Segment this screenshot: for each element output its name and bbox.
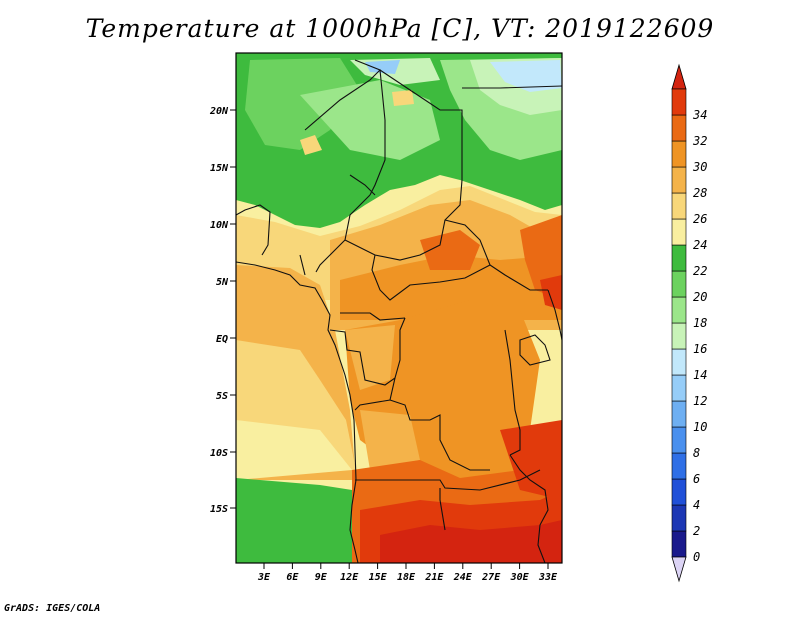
colorbar-label: 2 [693, 524, 700, 538]
lon-tick-label: 27E [481, 572, 501, 583]
lon-tick-label: 33E [538, 572, 558, 583]
lat-tick-label: 5S [216, 391, 228, 402]
colorbar-label: 16 [693, 342, 707, 356]
colorbar-label: 18 [693, 316, 707, 330]
lon-tick-label: 15E [369, 572, 388, 583]
colorbar-label: 24 [693, 238, 707, 252]
colorbar-label: 28 [693, 186, 707, 200]
colorbar-segment [671, 348, 687, 376]
colorbar-segment [671, 218, 687, 246]
colorbar-label: 12 [693, 394, 707, 408]
colorbar-segment [671, 296, 687, 324]
colorbar-segment [671, 452, 687, 480]
colorbar-segment [671, 270, 687, 298]
lon-tick-label: 18E [397, 572, 416, 583]
country-borders [236, 59, 562, 563]
colorbar-label: 14 [693, 368, 707, 382]
lon-tick-label: 21E [424, 572, 444, 583]
lat-tick-label: 20N [209, 106, 229, 117]
colorbar-label: 26 [693, 212, 707, 226]
colorbar-segment [671, 140, 687, 168]
lon-tick-label: 9E [315, 572, 328, 583]
colorbar-segment [671, 114, 687, 142]
colorbar-label: 8 [693, 446, 700, 460]
colorbar-segment [671, 400, 687, 428]
colorbar-label: 4 [693, 498, 700, 512]
colorbar-segment [671, 504, 687, 532]
footer-credit: GrADS: IGES/COLA [4, 603, 101, 614]
colorbar-segment [671, 374, 687, 402]
colorbar-label: 10 [693, 420, 707, 434]
colorbar-segment [671, 478, 687, 506]
colorbar-low-arrow [671, 556, 687, 583]
lat-tick-label: 10S [210, 448, 228, 459]
longitude-axis: 3E 6E 9E 12E 15E 18E 21E 24E 27E 30E 33E [257, 563, 558, 583]
lon-tick-label: 3E [257, 572, 271, 583]
colorbar-segment [671, 322, 687, 350]
lat-tick-label: 15N [210, 163, 229, 174]
colorbar-label: 6 [693, 472, 700, 486]
colorbar-label: 20 [693, 290, 707, 304]
colorbar-segment [671, 192, 687, 220]
lat-tick-label: 10N [210, 220, 229, 231]
colorbar-segment [671, 244, 687, 272]
colorbar-segment [671, 166, 687, 194]
lat-tick-label: 5N [216, 277, 229, 288]
lat-tick-label: 15S [210, 504, 228, 515]
colorbar-label: 22 [693, 264, 707, 278]
colorbar-high-arrow [671, 63, 687, 90]
lat-tick-label: EQ [216, 334, 228, 345]
colorbar-label: 34 [692, 108, 707, 122]
lon-tick-label: 30E [510, 572, 530, 583]
lon-tick-label: 12E [340, 572, 359, 583]
colorbar-label: 0 [693, 550, 700, 564]
temperature-field [236, 53, 562, 563]
map-frame [235, 52, 563, 564]
colorbar-segment [671, 426, 687, 454]
lon-tick-label: 24E [453, 572, 473, 583]
lon-tick-label: 6E [286, 572, 299, 583]
colorbar-segment [671, 530, 687, 558]
colorbar-segment [671, 88, 687, 116]
map-title: Temperature at 1000hPa [C], VT: 20191226… [85, 14, 715, 43]
colorbar-label: 30 [692, 160, 707, 174]
colorbar-label: 32 [692, 134, 707, 148]
latitude-axis: 20N 15N 10N 5N EQ 5S 10S 15S [209, 106, 236, 515]
